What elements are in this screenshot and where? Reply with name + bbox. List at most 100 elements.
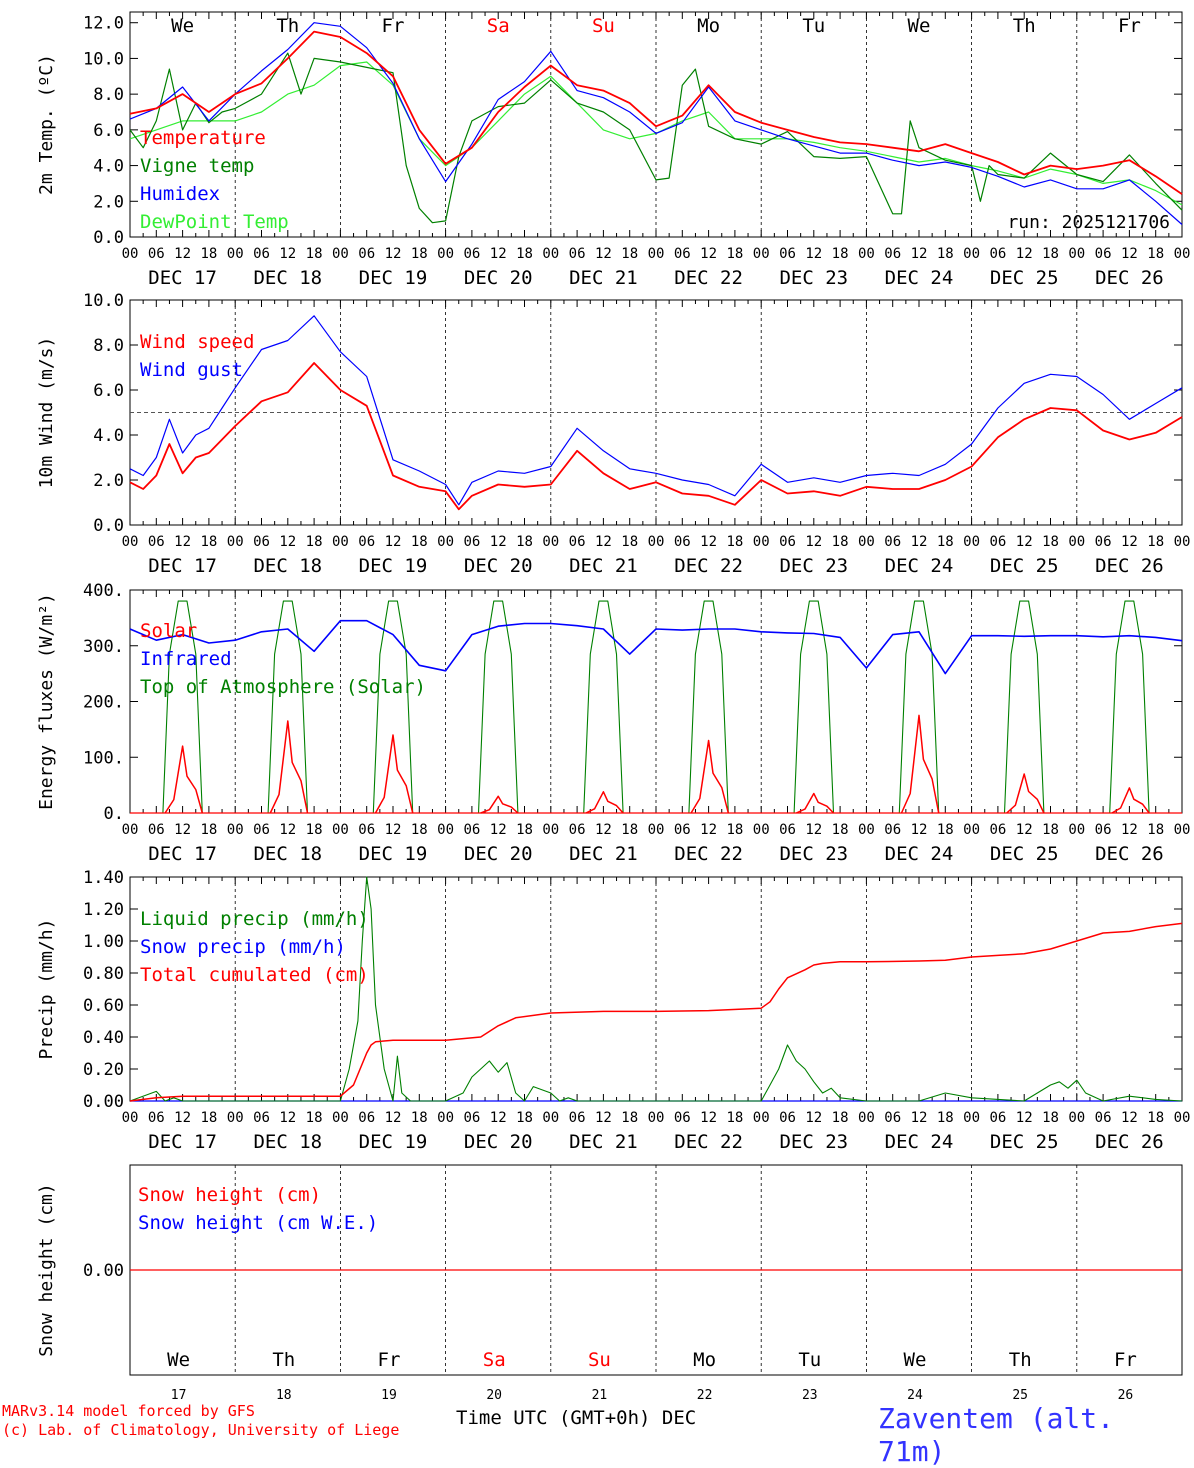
hour-tick-label: 06 <box>358 534 375 550</box>
solar-day <box>480 795 519 814</box>
hour-tick-label: 12 <box>385 246 402 262</box>
y-tick-label: 0.0 <box>93 516 124 536</box>
date-label: DEC 22 <box>674 555 743 577</box>
hour-tick-label: 12 <box>490 1110 507 1126</box>
y-tick-label: 0.00 <box>83 1261 124 1281</box>
day-name: We <box>171 15 194 37</box>
y-axis-label-snow: Snow height (cm) <box>36 1183 57 1356</box>
hour-tick-label: 00 <box>1174 246 1191 262</box>
hour-tick-label: 12 <box>700 1110 717 1126</box>
date-label: DEC 21 <box>569 267 638 289</box>
hour-tick-label: 12 <box>1121 822 1138 838</box>
date-label: DEC 23 <box>779 1131 848 1153</box>
day-number: 23 <box>802 1388 818 1403</box>
hour-tick-label: 00 <box>122 534 139 550</box>
hour-tick-label: 06 <box>253 246 270 262</box>
toa-solar-day <box>1109 600 1150 814</box>
hour-tick-label: 12 <box>700 534 717 550</box>
y-axis-label-energy: Energy fluxes (W/m²) <box>36 593 57 810</box>
day-name: Su <box>588 1349 611 1371</box>
hour-tick-label: 00 <box>648 822 665 838</box>
hour-tick-label: 06 <box>253 1110 270 1126</box>
hour-tick-label: 06 <box>569 1110 586 1126</box>
hour-tick-label: 12 <box>1016 534 1033 550</box>
hour-tick-label: 00 <box>858 534 875 550</box>
day-name: Th <box>1009 1349 1032 1371</box>
hour-tick-label: 00 <box>648 534 665 550</box>
solar-day <box>1006 773 1045 814</box>
hour-tick-label: 00 <box>963 246 980 262</box>
day-number: 24 <box>907 1388 923 1403</box>
hour-tick-label: 12 <box>595 1110 612 1126</box>
hour-tick-label: 12 <box>490 246 507 262</box>
legend-wind-gust: Wind gust <box>140 359 243 381</box>
hour-tick-label: 00 <box>227 1110 244 1126</box>
hour-tick-label: 06 <box>1095 246 1112 262</box>
hour-tick-label: 12 <box>279 1110 296 1126</box>
model-credit: MARv3.14 model forced by GFS <box>2 1402 255 1420</box>
day-number: 22 <box>697 1388 713 1403</box>
hour-tick-label: 06 <box>358 822 375 838</box>
hour-tick-label: 18 <box>306 822 323 838</box>
day-name: Th <box>1013 15 1036 37</box>
hour-tick-label: 18 <box>411 534 428 550</box>
hour-tick-label: 06 <box>569 822 586 838</box>
date-label: DEC 21 <box>569 555 638 577</box>
hour-tick-label: 06 <box>463 246 480 262</box>
hour-tick-label: 06 <box>358 246 375 262</box>
hour-tick-label: 18 <box>937 822 954 838</box>
hour-tick-label: 06 <box>989 246 1006 262</box>
hour-tick-label: 12 <box>279 822 296 838</box>
hour-tick-label: 18 <box>200 246 217 262</box>
hour-tick-label: 06 <box>148 1110 165 1126</box>
hour-tick-label: 12 <box>805 246 822 262</box>
toa-solar-day <box>1003 600 1045 814</box>
day-name: Mo <box>697 15 720 37</box>
hour-tick-label: 18 <box>306 246 323 262</box>
hour-tick-label: 06 <box>148 246 165 262</box>
hour-tick-label: 18 <box>621 246 638 262</box>
y-tick-label: 0.80 <box>83 964 124 984</box>
y-tick-label: 1.40 <box>83 868 124 888</box>
hour-tick-label: 00 <box>753 822 770 838</box>
day-number: 18 <box>276 1388 292 1403</box>
date-label: DEC 17 <box>148 1131 217 1153</box>
date-label: DEC 18 <box>253 1131 322 1153</box>
date-label: DEC 21 <box>569 1131 638 1153</box>
hour-tick-label: 12 <box>805 534 822 550</box>
hour-tick-label: 18 <box>832 1110 849 1126</box>
date-label: DEC 20 <box>464 843 533 865</box>
toa-solar-day <box>898 600 940 814</box>
y-tick-label: 8.0 <box>93 336 124 356</box>
hour-tick-label: 18 <box>1042 822 1059 838</box>
hour-tick-label: 12 <box>805 822 822 838</box>
y-axis-label-wind: 10m Wind (m/s) <box>36 337 57 489</box>
hour-tick-label: 18 <box>200 1110 217 1126</box>
solar-day <box>374 734 414 814</box>
day-number: 26 <box>1118 1388 1134 1403</box>
time-axis-label: Time UTC (GMT+0h) DEC <box>456 1407 697 1429</box>
day-name: Fr <box>382 15 405 37</box>
hour-tick-label: 06 <box>674 1110 691 1126</box>
day-name: Sa <box>483 1349 506 1371</box>
day-number: 20 <box>486 1388 502 1403</box>
hour-tick-label: 00 <box>332 534 349 550</box>
hour-tick-label: 06 <box>674 246 691 262</box>
y-tick-label: 300. <box>83 637 124 657</box>
y-tick-label: 10.0 <box>83 49 124 69</box>
hour-tick-label: 18 <box>200 534 217 550</box>
date-label: DEC 25 <box>990 1131 1059 1153</box>
day-name: Th <box>276 15 299 37</box>
hour-tick-label: 06 <box>463 822 480 838</box>
hour-tick-label: 18 <box>621 1110 638 1126</box>
hour-tick-label: 06 <box>463 1110 480 1126</box>
hour-tick-label: 12 <box>911 822 928 838</box>
date-label: DEC 24 <box>885 843 954 865</box>
hour-tick-label: 18 <box>726 534 743 550</box>
hour-tick-label: 18 <box>1147 822 1164 838</box>
y-axis-label-precip: Precip (mm/h) <box>36 919 57 1060</box>
day-number: 17 <box>171 1388 187 1403</box>
y-axis-label-temp: 2m Temp. (ºC) <box>36 54 57 195</box>
legend-infrared: Infrared <box>140 648 232 670</box>
hour-tick-label: 18 <box>937 1110 954 1126</box>
